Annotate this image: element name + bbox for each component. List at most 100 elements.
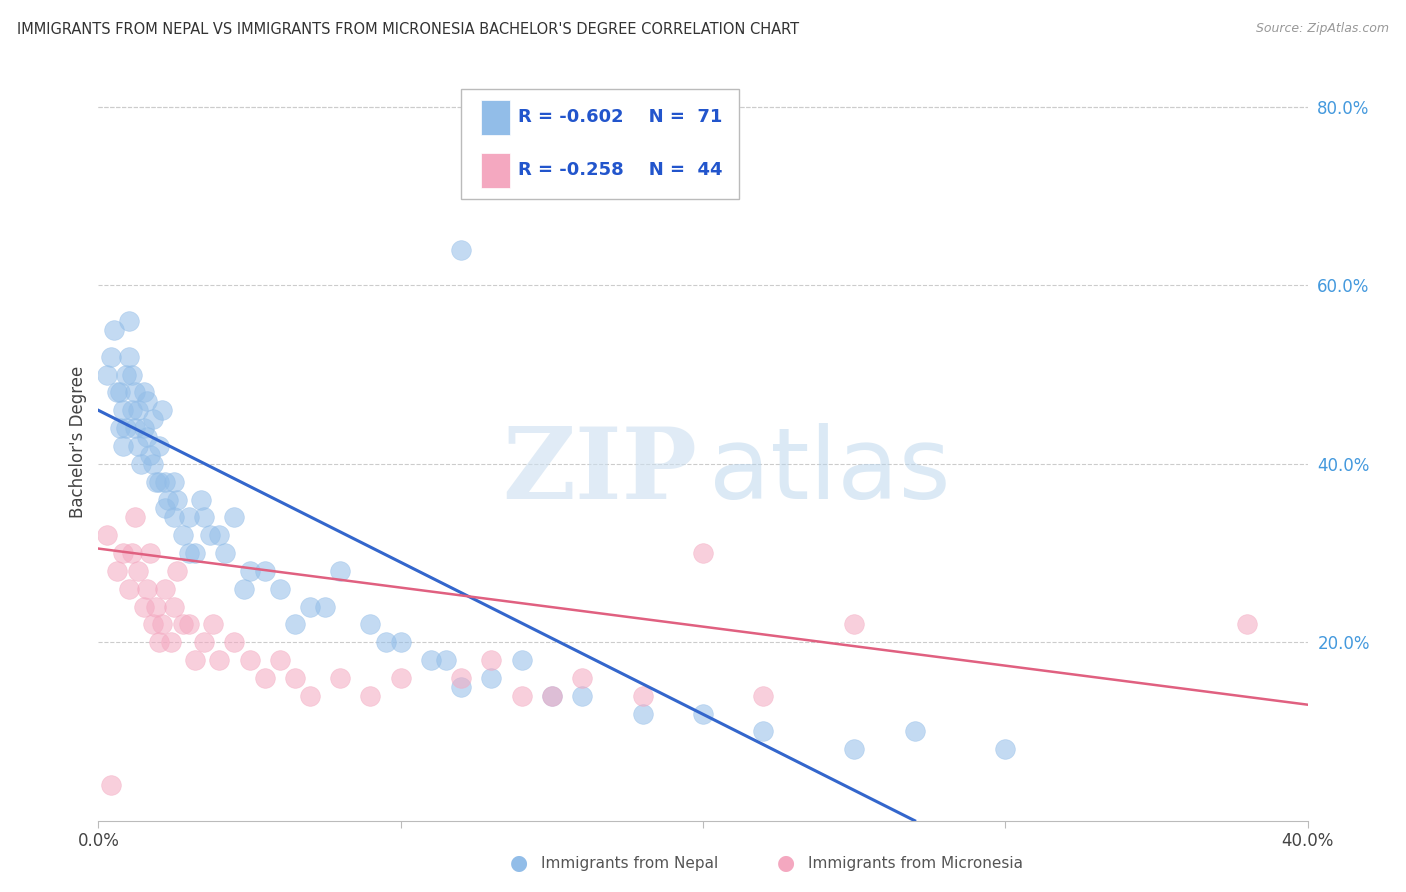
- Point: [135, 582, 157, 596]
- Point: [142, 617, 165, 632]
- Point: [124, 510, 146, 524]
- Point: [253, 564, 276, 578]
- Point: [571, 689, 593, 703]
- Point: [100, 778, 122, 792]
- Point: [692, 706, 714, 721]
- Point: [145, 475, 167, 489]
- Point: [114, 421, 136, 435]
- Text: R = -0.602    N =  71: R = -0.602 N = 71: [517, 109, 723, 127]
- Point: [105, 385, 128, 400]
- Point: [329, 671, 352, 685]
- Point: [114, 368, 136, 382]
- Text: IMMIGRANTS FROM NEPAL VS IMMIGRANTS FROM MICRONESIA BACHELOR'S DEGREE CORRELATIO: IMMIGRANTS FROM NEPAL VS IMMIGRANTS FROM…: [17, 22, 799, 37]
- Point: [299, 689, 322, 703]
- Point: [145, 599, 167, 614]
- Point: [844, 742, 866, 756]
- Point: [121, 546, 143, 560]
- Point: [239, 564, 262, 578]
- Point: [100, 350, 122, 364]
- Point: [148, 439, 170, 453]
- Point: [105, 564, 128, 578]
- Point: [108, 421, 131, 435]
- Point: [118, 350, 141, 364]
- Point: [135, 430, 157, 444]
- Point: [132, 385, 155, 400]
- Point: [139, 546, 162, 560]
- Point: [111, 546, 134, 560]
- Point: [389, 671, 412, 685]
- Point: [132, 421, 155, 435]
- Point: [481, 653, 503, 667]
- Point: [139, 448, 162, 462]
- Point: [1236, 617, 1258, 632]
- Point: [153, 582, 176, 596]
- Text: ●: ●: [510, 854, 541, 873]
- Point: [111, 439, 134, 453]
- Point: [127, 403, 149, 417]
- Point: [450, 680, 472, 694]
- Point: [132, 599, 155, 614]
- Text: Immigrants from Nepal: Immigrants from Nepal: [541, 856, 718, 871]
- Point: [190, 492, 212, 507]
- Point: [163, 599, 186, 614]
- Point: [208, 653, 231, 667]
- Point: [193, 510, 215, 524]
- Point: [150, 403, 173, 417]
- Point: [172, 617, 194, 632]
- Point: [420, 653, 443, 667]
- Point: [148, 475, 170, 489]
- Point: [153, 501, 176, 516]
- Point: [540, 689, 562, 703]
- Point: [160, 635, 183, 649]
- Point: [360, 617, 382, 632]
- Point: [118, 314, 141, 328]
- Text: ZIP: ZIP: [502, 424, 697, 520]
- Point: [269, 653, 291, 667]
- Point: [360, 689, 382, 703]
- Point: [142, 412, 165, 426]
- Y-axis label: Bachelor's Degree: Bachelor's Degree: [69, 366, 87, 517]
- Point: [450, 243, 472, 257]
- Point: [284, 617, 307, 632]
- Point: [540, 689, 562, 703]
- Point: [904, 724, 927, 739]
- Point: [150, 617, 173, 632]
- Point: [118, 582, 141, 596]
- Text: Source: ZipAtlas.com: Source: ZipAtlas.com: [1256, 22, 1389, 36]
- Point: [103, 323, 125, 337]
- Point: [224, 635, 246, 649]
- Text: Immigrants from Micronesia: Immigrants from Micronesia: [808, 856, 1024, 871]
- Point: [111, 403, 134, 417]
- Point: [166, 492, 188, 507]
- FancyBboxPatch shape: [461, 89, 740, 199]
- Point: [179, 546, 201, 560]
- Point: [481, 671, 503, 685]
- Point: [156, 492, 179, 507]
- Point: [96, 368, 118, 382]
- Point: [163, 475, 186, 489]
- Point: [434, 653, 457, 667]
- Point: [129, 457, 152, 471]
- Point: [692, 546, 714, 560]
- Point: [124, 385, 146, 400]
- Point: [631, 689, 654, 703]
- Point: [127, 564, 149, 578]
- Point: [135, 394, 157, 409]
- Point: [153, 475, 176, 489]
- Point: [299, 599, 322, 614]
- FancyBboxPatch shape: [481, 153, 509, 188]
- Point: [148, 635, 170, 649]
- Point: [994, 742, 1017, 756]
- Point: [108, 385, 131, 400]
- Point: [208, 528, 231, 542]
- Point: [631, 706, 654, 721]
- Point: [510, 653, 533, 667]
- Point: [284, 671, 307, 685]
- Point: [314, 599, 336, 614]
- Point: [184, 653, 207, 667]
- Point: [121, 368, 143, 382]
- Point: [239, 653, 262, 667]
- Point: [752, 724, 775, 739]
- Point: [121, 403, 143, 417]
- Point: [232, 582, 254, 596]
